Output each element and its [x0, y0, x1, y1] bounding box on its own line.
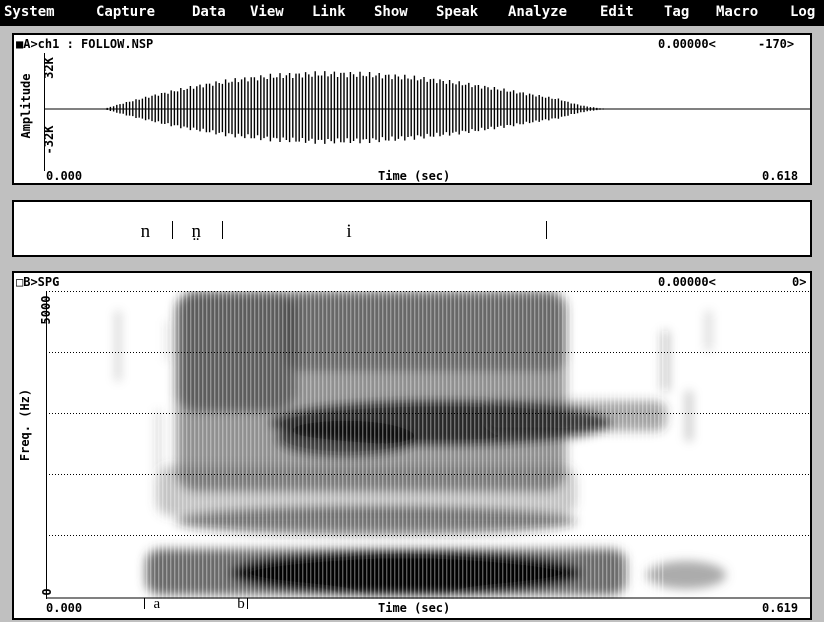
menu-macro[interactable]: Macro [716, 4, 759, 20]
spectrogram-title: □B>SPG [16, 275, 60, 289]
menu-speak[interactable]: Speak [436, 4, 479, 20]
menu-tag[interactable]: Tag [664, 4, 690, 20]
segment-boundary[interactable] [171, 221, 173, 239]
spectrogram-cursor-value: 0> [792, 275, 807, 289]
waveform-cursor-time: 0.00000< [658, 37, 716, 51]
menu-link[interactable]: Link [312, 4, 346, 20]
menu-show[interactable]: Show [374, 4, 408, 20]
marker-b-label: b [237, 596, 245, 612]
spectrogram-plot[interactable] [46, 291, 810, 599]
waveform-panel[interactable]: ■A>ch1 : FOLLOW.NSP 0.00000< -170> Ampli… [12, 33, 812, 185]
marker-a-label: a [153, 596, 161, 612]
menu-log[interactable]: Log [790, 4, 816, 20]
menu-view[interactable]: View [250, 4, 284, 20]
segment-label[interactable]: n [140, 221, 151, 242]
waveform-x-start: 0.000 [46, 169, 83, 183]
menu-capture[interactable]: Capture [96, 4, 156, 20]
waveform-cursor-value: -170> [758, 37, 795, 51]
segment-boundary[interactable] [222, 221, 224, 239]
waveform-y-axis-label: Amplitude [19, 73, 33, 139]
waveform-plot[interactable] [44, 53, 810, 171]
marker-b-line[interactable] [247, 598, 249, 609]
segment-label[interactable]: i [346, 221, 352, 242]
menu-system[interactable]: System [4, 4, 55, 20]
spectrogram-x-axis-label: Time (sec) [378, 601, 451, 615]
segment-boundary[interactable] [545, 221, 547, 239]
waveform-title: ■A>ch1 : FOLLOW.NSP [16, 37, 154, 51]
spectrogram-panel[interactable]: □B>SPG 0.00000< 0> Freq. (Hz) 5000 0 0.0… [12, 271, 812, 620]
menu-edit[interactable]: Edit [600, 4, 634, 20]
transcription-panel[interactable]: n n̤ i [12, 200, 812, 257]
waveform-x-end: 0.618 [762, 169, 799, 183]
menu-analyze[interactable]: Analyze [508, 4, 568, 20]
marker-a-line[interactable] [143, 598, 145, 609]
spectrogram-striations [146, 291, 666, 599]
waveform-x-axis-label: Time (sec) [378, 169, 451, 183]
spectrogram-x-start: 0.000 [46, 601, 83, 615]
spectrogram-cursor-time: 0.00000< [658, 275, 716, 289]
spectrogram-y-axis-label: Freq. (Hz) [18, 388, 32, 462]
menu-bar: System Capture Data View Link Show Speak Analyz… [0, 0, 824, 26]
waveform-signal [103, 71, 643, 144]
segment-label[interactable]: n̤ [191, 221, 201, 242]
spectrogram-x-end: 0.619 [762, 601, 799, 615]
menu-data[interactable]: Data [192, 4, 226, 20]
